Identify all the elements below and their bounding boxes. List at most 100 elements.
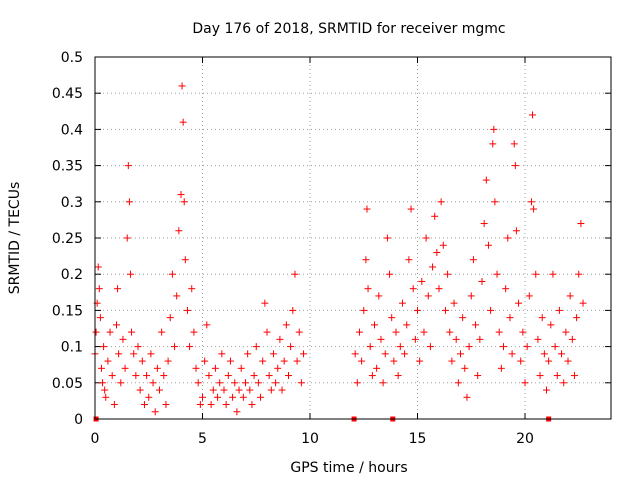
data-point [414,306,421,314]
data-point [444,270,452,278]
data-point [383,234,391,242]
data-point [250,372,258,380]
data-point [431,212,439,220]
x-tick-label: 0 [91,431,100,447]
data-point [560,379,568,387]
data-point [450,299,458,307]
data-point [222,401,230,409]
data-point [214,393,222,401]
data-point [300,350,308,358]
data-point [472,321,480,329]
y-tick-label: 0.2 [61,267,83,283]
chart-title: Day 176 of 2018, SRMTID for receiver mgm… [192,21,505,37]
data-point [196,401,204,409]
data-point [119,335,127,343]
data-point [491,198,499,206]
data-point [401,350,409,358]
data-point [207,401,215,409]
data-point [102,393,110,401]
y-tick-label: 0.35 [52,159,83,175]
data-point [293,357,301,365]
data-point [482,176,490,184]
data-point [502,285,510,293]
data-point [525,292,533,300]
x-tick-label: 15 [409,431,427,447]
data-point [564,357,572,365]
y-tick-label: 0.5 [61,50,83,66]
data-point [366,343,374,351]
y-axis-label: SRMTID / TECUs [7,182,23,295]
data-point [452,335,460,343]
data-point [203,321,211,329]
data-point [237,364,245,372]
data-point [125,198,133,206]
data-point [99,379,107,387]
data-point [504,234,512,242]
data-point [235,386,243,394]
data-point [386,270,394,278]
data-point [164,357,172,365]
data-point [95,285,103,293]
data-point [104,357,112,365]
data-point [209,386,217,394]
data-point [371,321,378,329]
data-point [244,350,252,358]
data-point [420,328,428,336]
data-point [96,314,104,322]
data-point [398,299,406,307]
grid-lines [95,57,611,419]
data-point [145,393,153,401]
data-point [97,364,105,372]
data-point [259,357,267,365]
data-point [248,401,256,409]
data-point [186,343,194,351]
data-point [487,306,495,314]
data-point [474,372,482,380]
data-point [575,270,583,278]
data-point [94,263,102,271]
data-point [527,198,535,206]
data-point [126,270,134,278]
data-point [512,227,520,235]
y-tick-label: 0.15 [52,303,83,319]
data-point [233,408,241,416]
data-point [363,205,371,213]
data-point [416,357,424,365]
data-point [517,357,525,365]
data-point [362,256,370,264]
data-point [201,357,209,365]
data-point [113,321,120,329]
data-point [364,285,372,293]
data-point [140,401,148,409]
data-point [521,379,529,387]
data-point [138,357,146,365]
data-point [194,379,202,387]
data-point [573,314,581,322]
data-point [463,393,471,401]
data-point [540,350,548,358]
data-point [168,270,176,278]
data-point [490,125,498,133]
data-point [538,314,546,322]
data-point [261,299,269,307]
y-tick-label: 0.3 [61,195,83,211]
x-axis-label: GPS time / hours [290,460,407,476]
data-point [173,292,181,300]
data-point [360,306,368,314]
axis-ticks [94,56,611,420]
data-point [549,270,557,278]
data-point [353,379,361,387]
y-tick-label: 0.25 [52,231,83,247]
data-points [91,82,587,416]
data-point [254,379,262,387]
y-tick-label: 0.1 [61,340,83,356]
data-point [418,277,426,285]
data-point [355,328,363,336]
data-point [562,328,570,336]
data-point [199,393,206,401]
data-point [242,379,249,387]
data-point [454,379,462,387]
data-point [448,357,456,365]
data-point [128,328,136,336]
